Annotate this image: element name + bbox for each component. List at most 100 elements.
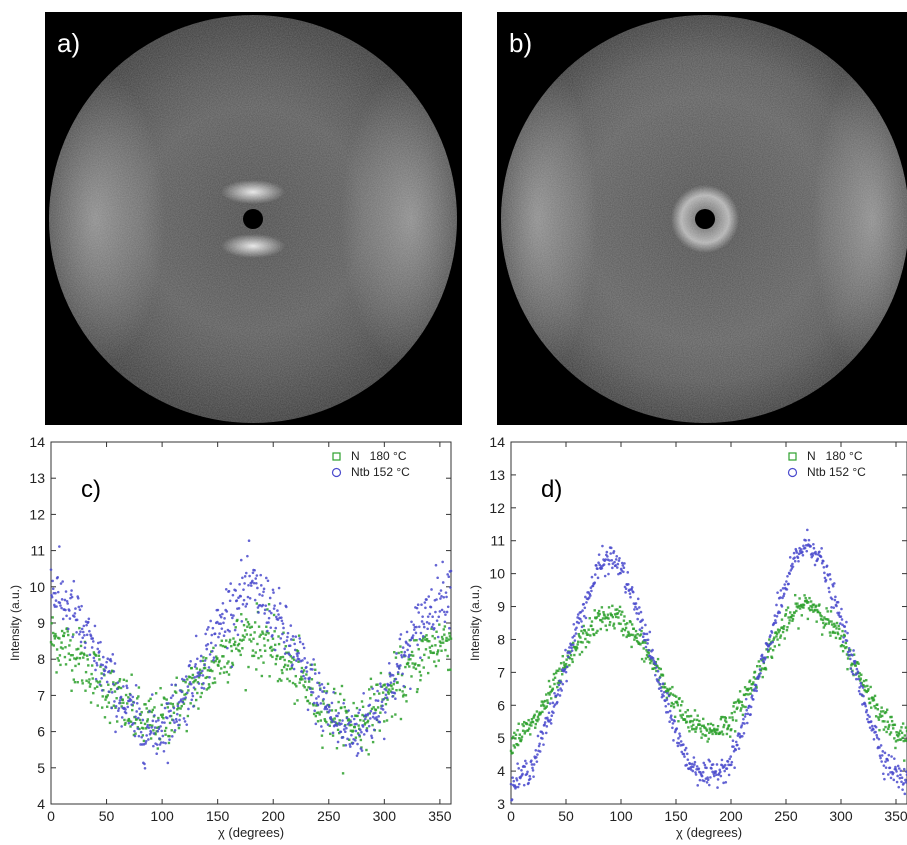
data-point bbox=[184, 681, 187, 684]
data-point bbox=[294, 674, 297, 678]
data-point bbox=[152, 732, 156, 735]
data-point bbox=[194, 678, 197, 682]
y-tick-label: 10 bbox=[489, 566, 505, 582]
data-point bbox=[715, 773, 718, 777]
data-point bbox=[897, 767, 901, 770]
data-point bbox=[811, 554, 815, 557]
data-point bbox=[135, 710, 138, 713]
data-point bbox=[72, 678, 76, 681]
data-point bbox=[436, 576, 439, 580]
data-point bbox=[658, 676, 662, 680]
data-point bbox=[173, 721, 176, 724]
data-point bbox=[420, 603, 423, 606]
data-point bbox=[757, 660, 761, 663]
data-point bbox=[616, 612, 620, 615]
data-point bbox=[758, 668, 762, 671]
data-point bbox=[549, 722, 553, 725]
data-point bbox=[274, 662, 277, 666]
data-point bbox=[900, 780, 903, 784]
data-point bbox=[120, 705, 123, 708]
data-point bbox=[803, 594, 806, 597]
data-point bbox=[115, 715, 118, 718]
data-point bbox=[791, 617, 795, 621]
data-point bbox=[857, 689, 861, 693]
data-point bbox=[355, 706, 359, 710]
data-point bbox=[414, 662, 417, 665]
data-point bbox=[709, 776, 712, 779]
data-point bbox=[511, 751, 514, 755]
data-point bbox=[653, 667, 656, 670]
data-point bbox=[572, 622, 576, 626]
data-point bbox=[138, 718, 142, 722]
data-point bbox=[556, 682, 560, 685]
data-point bbox=[318, 684, 322, 687]
data-point bbox=[890, 755, 893, 758]
data-point bbox=[74, 657, 78, 661]
data-point bbox=[237, 596, 240, 600]
data-point bbox=[150, 726, 153, 729]
data-point bbox=[402, 693, 405, 696]
data-point bbox=[517, 782, 521, 786]
data-point bbox=[877, 716, 880, 719]
data-point bbox=[828, 590, 831, 594]
x-tick-label: 0 bbox=[507, 808, 515, 824]
data-point bbox=[319, 702, 323, 705]
data-point bbox=[155, 743, 159, 746]
data-point bbox=[573, 639, 577, 642]
data-point bbox=[644, 641, 647, 644]
data-point bbox=[112, 682, 115, 686]
data-point bbox=[248, 574, 251, 578]
data-point bbox=[509, 749, 513, 753]
data-point bbox=[292, 655, 295, 659]
data-point bbox=[186, 678, 189, 681]
data-point bbox=[612, 624, 615, 627]
data-point bbox=[383, 683, 386, 686]
data-point bbox=[823, 616, 826, 619]
data-point bbox=[875, 733, 879, 737]
data-point bbox=[399, 633, 403, 636]
data-point bbox=[50, 622, 53, 625]
x-tick-label: 50 bbox=[558, 808, 574, 824]
data-point bbox=[581, 641, 584, 644]
data-point bbox=[596, 576, 600, 580]
data-point bbox=[683, 755, 686, 758]
data-point bbox=[337, 711, 340, 715]
data-point bbox=[264, 633, 267, 636]
data-point bbox=[691, 720, 694, 723]
data-point bbox=[188, 676, 192, 679]
data-point bbox=[573, 645, 577, 649]
data-point bbox=[662, 694, 665, 698]
data-point bbox=[666, 691, 669, 695]
data-point bbox=[872, 728, 875, 731]
data-point bbox=[823, 624, 827, 627]
data-point bbox=[859, 681, 863, 685]
data-point bbox=[71, 653, 74, 657]
data-point bbox=[405, 641, 408, 645]
data-point bbox=[886, 773, 890, 776]
data-point bbox=[888, 723, 891, 727]
data-point bbox=[882, 772, 885, 776]
data-point bbox=[821, 559, 825, 563]
data-point bbox=[895, 733, 899, 737]
data-point bbox=[358, 735, 361, 738]
data-point bbox=[686, 715, 689, 718]
data-point bbox=[311, 687, 314, 690]
data-point bbox=[540, 700, 544, 703]
data-point bbox=[355, 754, 359, 757]
data-point bbox=[49, 641, 53, 644]
data-point bbox=[839, 622, 842, 625]
data-point bbox=[784, 614, 787, 617]
data-point bbox=[756, 677, 760, 680]
x-axis-label: χ (degrees) bbox=[676, 825, 742, 840]
data-point bbox=[212, 658, 215, 662]
data-point bbox=[410, 650, 414, 654]
data-point bbox=[576, 640, 580, 643]
data-point bbox=[746, 689, 750, 692]
data-point bbox=[664, 704, 668, 708]
data-point bbox=[189, 702, 192, 705]
data-point bbox=[612, 549, 616, 553]
data-point bbox=[306, 699, 310, 703]
data-point bbox=[783, 637, 786, 640]
data-point bbox=[88, 629, 91, 633]
